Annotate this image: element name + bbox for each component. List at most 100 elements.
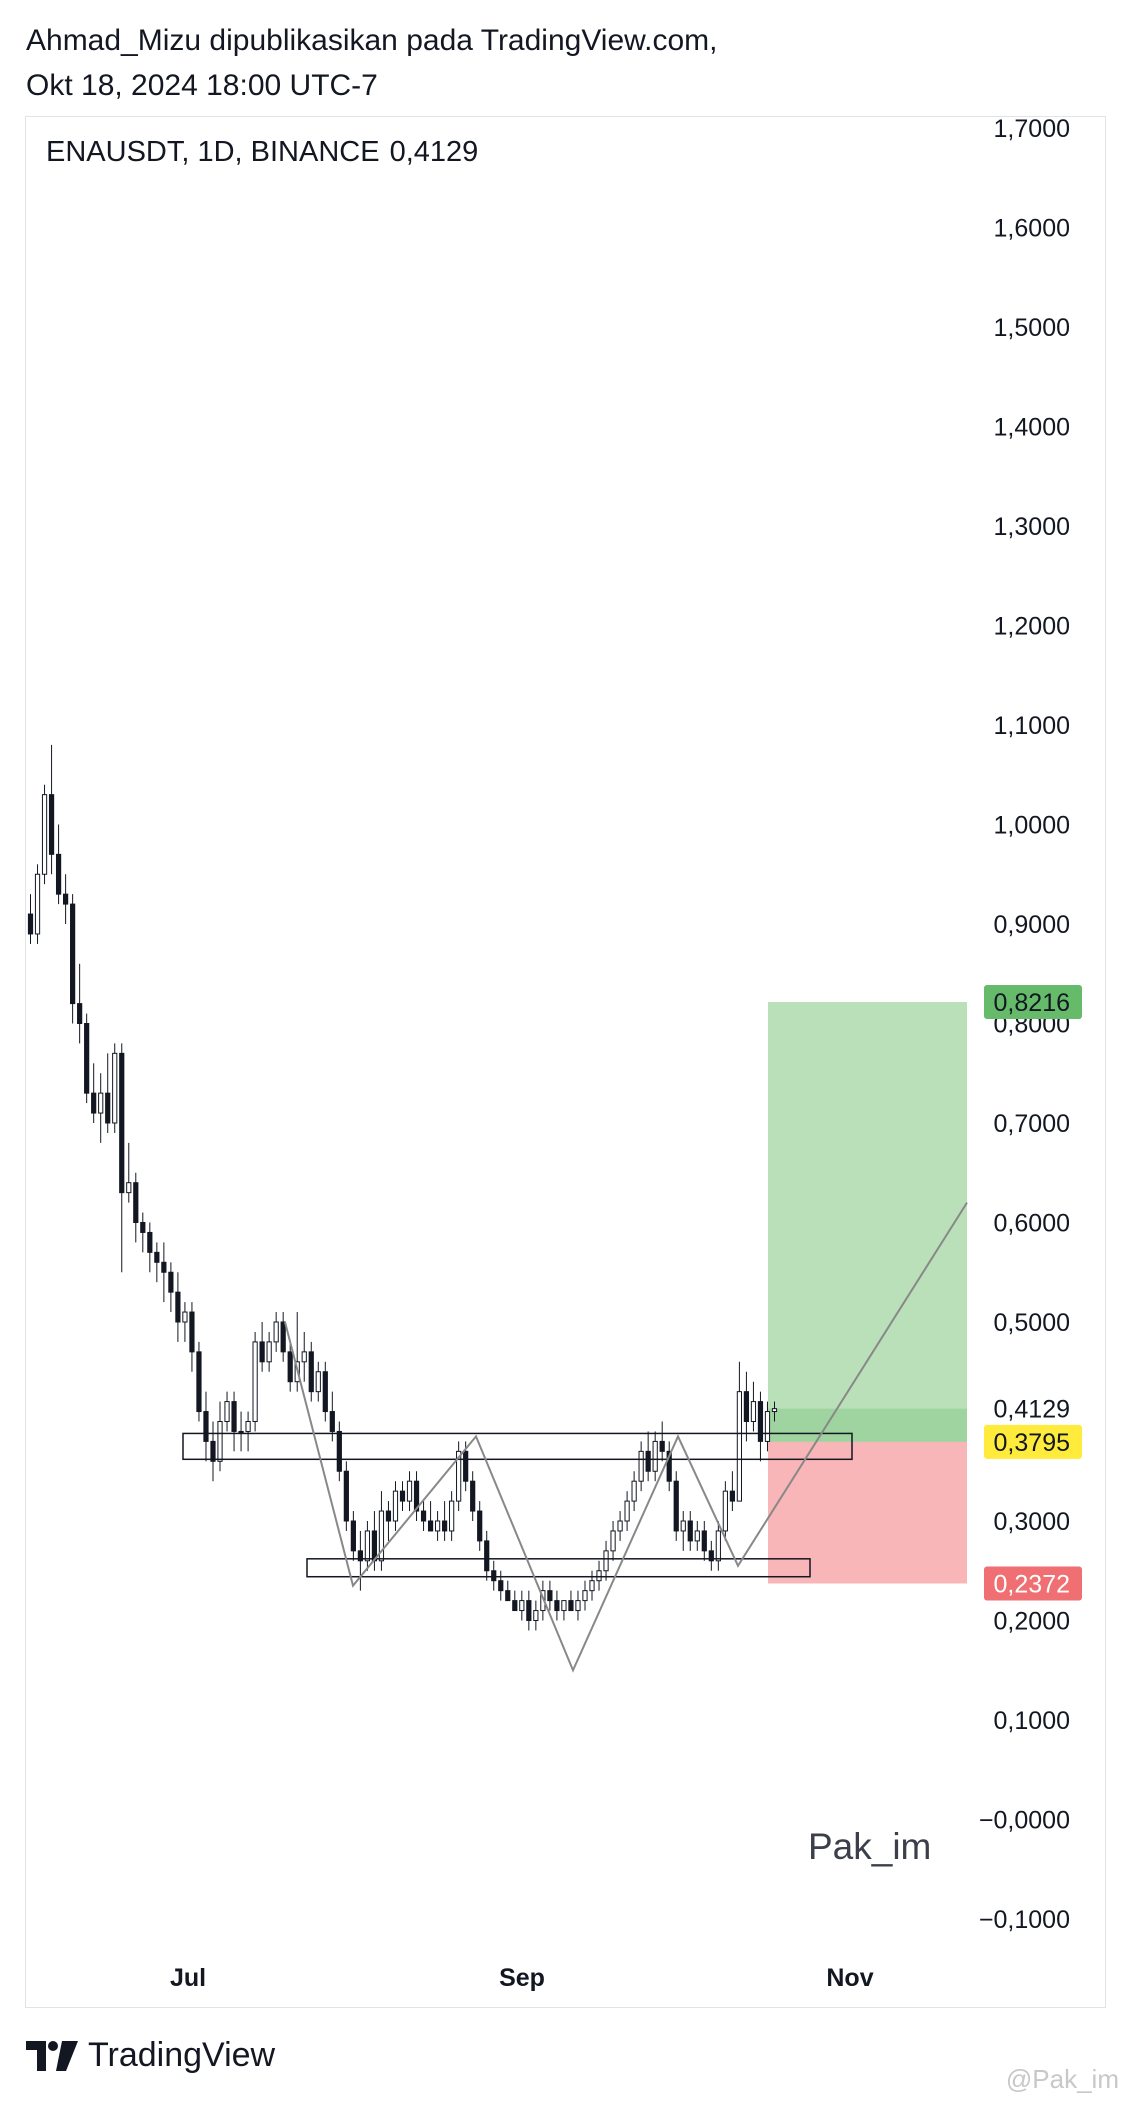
candle-body (582, 1590, 588, 1602)
candle (112, 1043, 118, 1133)
candle-body (771, 1408, 778, 1413)
candle-body (168, 1271, 174, 1293)
candle (477, 1501, 483, 1551)
candle (280, 1312, 286, 1362)
candle-body (505, 1590, 511, 1602)
candle (385, 1501, 392, 1541)
candle (652, 1431, 658, 1482)
symbol-name: ENAUSDT, 1D, BINANCE (46, 136, 380, 168)
candle (48, 744, 55, 875)
candle (456, 1441, 462, 1512)
candle-body (757, 1401, 764, 1442)
candle-body (175, 1291, 181, 1323)
candle-body (575, 1600, 581, 1612)
candle (554, 1590, 560, 1621)
candle (631, 1471, 637, 1512)
y-axis-tick: 1,1000 (994, 712, 1070, 740)
candle-body (301, 1351, 307, 1363)
loss-zone (768, 1441, 967, 1584)
candle (568, 1590, 574, 1612)
candle (168, 1262, 174, 1313)
candle (336, 1421, 342, 1482)
candle-body (34, 873, 41, 935)
y-axis-tick: 0,1000 (994, 1707, 1070, 1735)
candle (301, 1331, 307, 1382)
candle (196, 1341, 202, 1422)
candle (561, 1600, 567, 1621)
candle (617, 1511, 623, 1541)
candle-body (98, 1092, 104, 1114)
y-axis-tick: 0,6000 (994, 1210, 1070, 1238)
target-price-label: 0,8216 (984, 985, 1082, 1020)
candle-body (463, 1450, 469, 1482)
candle-body (112, 1052, 118, 1124)
candle (126, 1142, 132, 1203)
candle-body (273, 1321, 279, 1343)
candle (729, 1471, 735, 1512)
candle-body (750, 1401, 757, 1422)
candle (673, 1471, 679, 1541)
candle-body (456, 1450, 462, 1502)
candle-body (547, 1590, 553, 1602)
candle (624, 1491, 630, 1531)
candle (638, 1441, 644, 1492)
candle (203, 1391, 209, 1462)
candle (603, 1540, 609, 1581)
candle-body (364, 1530, 371, 1562)
candle (140, 1212, 146, 1253)
candle (757, 1391, 764, 1462)
candle-body (406, 1480, 413, 1502)
candle-body (189, 1311, 195, 1353)
candle (41, 784, 48, 885)
candle (484, 1530, 490, 1581)
candle-body (133, 1182, 139, 1223)
candle-body (343, 1470, 349, 1522)
candle-body (680, 1520, 686, 1532)
candle-body (385, 1510, 392, 1522)
candle-body (378, 1510, 385, 1562)
entry-price-label-bg (984, 1424, 1082, 1459)
candle-body (203, 1411, 209, 1442)
candle (764, 1401, 771, 1452)
candle (399, 1481, 406, 1512)
y-axis-tick: 1,4000 (994, 414, 1070, 442)
candle-body (154, 1251, 160, 1263)
candle (91, 1063, 97, 1123)
candle-body (322, 1371, 328, 1413)
candle (659, 1421, 665, 1462)
candle (413, 1471, 420, 1521)
candle (743, 1371, 750, 1442)
candle (498, 1570, 504, 1601)
candle-body (315, 1371, 321, 1393)
candle (596, 1560, 602, 1591)
candle (98, 1073, 104, 1143)
candle (133, 1172, 139, 1243)
x-axis-label: Jul (170, 1964, 206, 1992)
candle-body (196, 1351, 202, 1413)
candle (350, 1511, 356, 1561)
candle-body (392, 1490, 399, 1522)
candle (701, 1521, 707, 1561)
candle (322, 1361, 328, 1422)
candle (62, 874, 69, 924)
candle (547, 1580, 553, 1611)
tradingview-logo[interactable]: TradingView (26, 2036, 275, 2075)
target-price-label-bg (984, 985, 1082, 1020)
candle (582, 1580, 588, 1611)
candle-body (645, 1450, 651, 1472)
candle (589, 1570, 595, 1601)
candle (189, 1302, 195, 1372)
candle-body (743, 1391, 750, 1423)
candle (70, 894, 76, 1024)
candle (182, 1302, 188, 1342)
candle (392, 1481, 399, 1531)
candle-body (308, 1351, 314, 1393)
stop-price-label: 0,2372 (984, 1566, 1082, 1601)
tradingview-logo-icon (26, 2040, 78, 2071)
candle-body (427, 1520, 434, 1532)
tradingview-brand: TradingView (88, 2036, 276, 2074)
candle (610, 1521, 616, 1561)
candle (708, 1540, 714, 1571)
candle (645, 1431, 651, 1482)
